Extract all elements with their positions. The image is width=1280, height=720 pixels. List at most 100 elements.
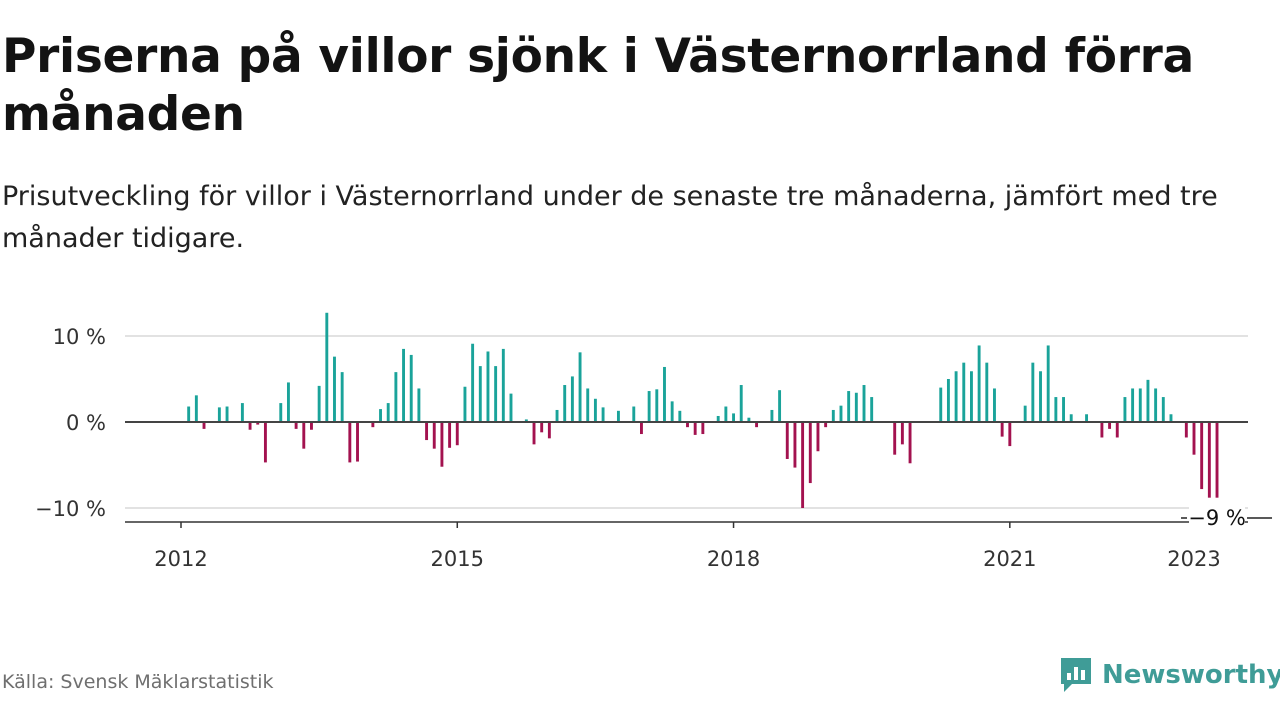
x-tick-label: 2021	[983, 547, 1036, 571]
x-tick-label: 2018	[707, 547, 760, 571]
bar	[1161, 397, 1165, 422]
bar	[286, 382, 290, 422]
bar	[409, 354, 413, 422]
bar	[686, 422, 689, 428]
bar	[217, 407, 221, 422]
bar	[394, 372, 398, 422]
bar	[202, 422, 206, 429]
bar	[578, 352, 582, 422]
source-note: Källa: Svensk Mäklarstatistik	[2, 671, 274, 693]
bar	[601, 407, 605, 422]
bar	[678, 410, 682, 422]
bar	[294, 422, 298, 429]
bar	[509, 393, 513, 422]
bar	[371, 422, 375, 428]
bar	[977, 345, 981, 422]
bar	[801, 422, 805, 508]
bar	[724, 406, 728, 422]
x-tick-label: 2012	[154, 547, 207, 571]
bar	[1146, 379, 1150, 422]
bar	[348, 422, 352, 463]
bar	[532, 422, 536, 445]
bar	[386, 403, 390, 422]
bar	[1054, 397, 1058, 422]
bar	[962, 362, 966, 422]
bar	[1108, 422, 1112, 429]
chart-subtitle: Prisutveckling för villor i Västernorrla…	[2, 181, 1218, 254]
bars	[187, 312, 1219, 508]
bar	[494, 366, 498, 422]
bar	[1154, 388, 1158, 422]
bar	[333, 356, 336, 422]
bar	[501, 348, 505, 422]
bar	[240, 403, 244, 422]
bar	[248, 422, 252, 430]
bar	[1039, 371, 1042, 422]
bar	[1000, 422, 1004, 437]
bar	[831, 409, 835, 422]
bar	[1123, 397, 1127, 422]
y-tick-label: 0 %	[66, 411, 106, 435]
bar	[647, 391, 651, 422]
bar	[1023, 405, 1027, 422]
bar	[317, 385, 321, 422]
bar	[993, 388, 996, 422]
bar	[1115, 422, 1119, 438]
bar	[824, 422, 828, 428]
bar	[655, 389, 659, 422]
bar	[640, 422, 643, 435]
bar	[432, 422, 436, 449]
bar	[747, 417, 751, 422]
y-tick-label: −10 %	[35, 497, 106, 521]
bar	[1085, 414, 1089, 422]
bar	[808, 422, 812, 484]
chart-title: Priserna på villor sjönk i Västernorrlan…	[2, 29, 1194, 142]
bar	[263, 422, 267, 463]
bar	[908, 422, 912, 464]
bar	[1131, 388, 1135, 422]
bar-chart: 10 % 0 % −10 % 2012 2015 2018 2021 2023 −9 %	[35, 312, 1273, 571]
bar	[939, 387, 943, 422]
bar	[770, 409, 774, 422]
bar	[194, 395, 198, 422]
axes	[125, 421, 1248, 528]
bar	[379, 409, 382, 422]
bar	[586, 388, 590, 422]
bar	[854, 392, 858, 422]
bar	[302, 422, 306, 449]
bar	[356, 422, 359, 462]
bar	[524, 419, 528, 422]
bar	[1169, 414, 1173, 422]
bar	[693, 422, 697, 435]
newsworthy-logo-icon	[1061, 658, 1091, 692]
bar	[816, 422, 820, 452]
bar	[985, 362, 989, 422]
bar	[417, 388, 421, 422]
bar	[893, 422, 897, 455]
bar	[716, 415, 720, 422]
bar	[739, 385, 743, 422]
bar	[187, 406, 191, 422]
bar	[1046, 345, 1050, 422]
bar	[970, 371, 973, 422]
bar	[785, 422, 789, 459]
bar	[555, 409, 559, 422]
bar	[632, 406, 636, 422]
bar	[570, 376, 574, 422]
bar	[471, 343, 475, 422]
bar	[448, 422, 452, 448]
bar	[279, 403, 283, 422]
bar	[563, 385, 567, 422]
grid-lines	[125, 335, 1248, 509]
bar	[793, 422, 797, 468]
bar	[663, 366, 666, 422]
bar	[755, 422, 759, 428]
y-tick-label: 10 %	[53, 325, 106, 349]
bar	[478, 366, 482, 422]
bar	[425, 422, 429, 441]
bar	[1207, 422, 1211, 498]
bar	[1062, 397, 1065, 422]
last-value-label-bg	[1189, 504, 1246, 528]
bar	[540, 422, 544, 433]
bar	[847, 391, 851, 422]
